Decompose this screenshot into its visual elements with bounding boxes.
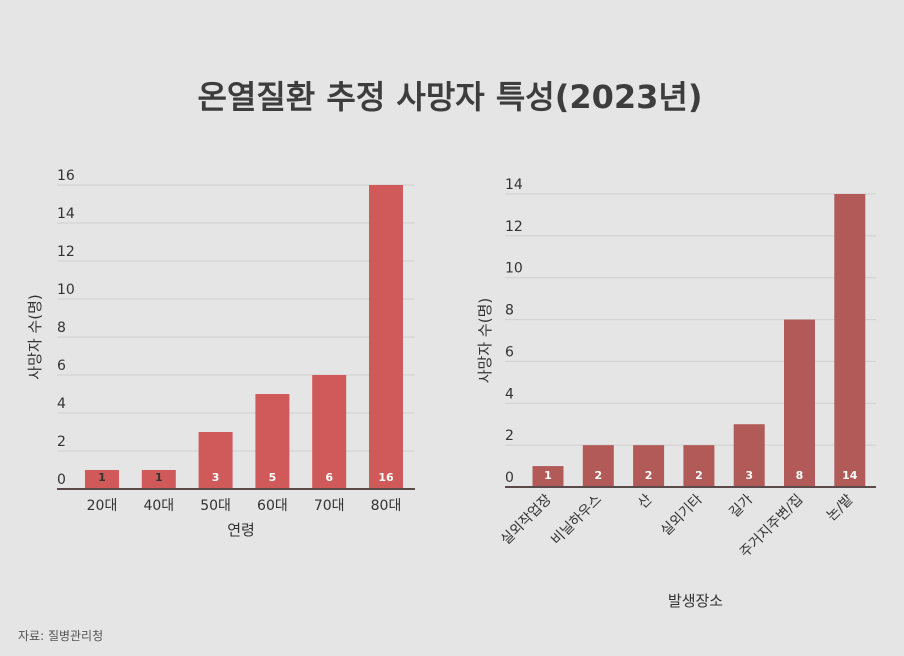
x-tick-label: 40대	[143, 498, 174, 514]
y-tick-label: 12	[57, 244, 75, 260]
y-axis-label: 사망자 수(명)	[476, 298, 494, 383]
bar-value-label: 8	[796, 469, 804, 482]
chart-title: 온열질환 추정 사망자 특성(2023년)	[197, 78, 702, 116]
y-tick-label: 10	[57, 282, 75, 298]
bar	[369, 185, 403, 489]
bar-value-label: 2	[695, 469, 703, 482]
bar-value-label: 1	[544, 469, 552, 482]
x-tick-label: 산	[635, 491, 656, 512]
bar	[312, 375, 347, 489]
y-tick-label: 10	[505, 261, 523, 277]
x-tick-label: 실외작업장	[498, 491, 555, 548]
source-note: 자료: 질병관리청	[18, 629, 103, 643]
bar	[532, 466, 564, 487]
x-tick-label: 70대	[314, 498, 345, 514]
bar-value-label: 16	[378, 471, 394, 484]
x-tick-label: 비닐하우스	[548, 491, 605, 548]
bar	[255, 394, 290, 489]
y-tick-label: 12	[505, 219, 523, 235]
y-tick-label: 8	[57, 320, 66, 336]
y-tick-label: 4	[57, 396, 66, 412]
x-tick-label: 길가	[726, 491, 756, 521]
x-tick-label: 실외기타	[658, 491, 706, 539]
y-axis-label: 사망자 수(명)	[26, 294, 44, 379]
bar-value-label: 2	[645, 469, 653, 482]
y-tick-label: 14	[505, 177, 523, 193]
bar	[198, 432, 233, 489]
bar	[784, 319, 815, 487]
bar-value-label: 3	[745, 469, 753, 482]
y-tick-label: 2	[57, 434, 66, 450]
x-tick-label: 50대	[200, 498, 231, 514]
x-axis-label: 발생장소	[668, 592, 723, 610]
bar	[834, 194, 866, 487]
bar	[683, 445, 715, 487]
y-tick-label: 6	[57, 358, 66, 374]
x-tick-label: 논/밭	[824, 491, 857, 524]
bar	[85, 470, 119, 489]
age-chart: 0 2 4 6 8 10 12 14 16 1 20대 1 40대 3 50대 5 60대 6 70대 16 80대 사망…	[26, 168, 415, 539]
bar-value-label: 5	[269, 471, 277, 484]
x-axis-label: 연령	[227, 521, 255, 539]
x-tick-label: 80대	[371, 498, 402, 514]
y-tick-label: 4	[505, 386, 514, 402]
location-chart: 024681012141실외작업장2비닐하우스2산2실외기타3길가8주거지주변/…	[476, 177, 876, 610]
y-tick-label: 14	[57, 206, 75, 222]
bar-value-label: 3	[212, 471, 220, 484]
y-tick-label: 0	[57, 472, 66, 488]
y-tick-label: 0	[505, 470, 514, 486]
y-tick-label: 2	[505, 428, 514, 444]
y-tick-label: 8	[505, 303, 514, 319]
bar-value-label: 6	[325, 471, 333, 484]
y-tick-label: 6	[505, 344, 514, 360]
bar	[633, 445, 665, 487]
bar	[582, 445, 614, 487]
bar-value-label: 1	[155, 471, 163, 484]
bar-value-label: 2	[594, 469, 602, 482]
bar	[733, 424, 765, 487]
bar-value-label: 1	[98, 471, 106, 484]
y-tick-label: 16	[57, 168, 75, 184]
bar-value-label: 14	[842, 469, 858, 482]
x-tick-label: 60대	[257, 498, 288, 514]
x-tick-label: 20대	[87, 498, 118, 514]
bar	[141, 470, 176, 489]
